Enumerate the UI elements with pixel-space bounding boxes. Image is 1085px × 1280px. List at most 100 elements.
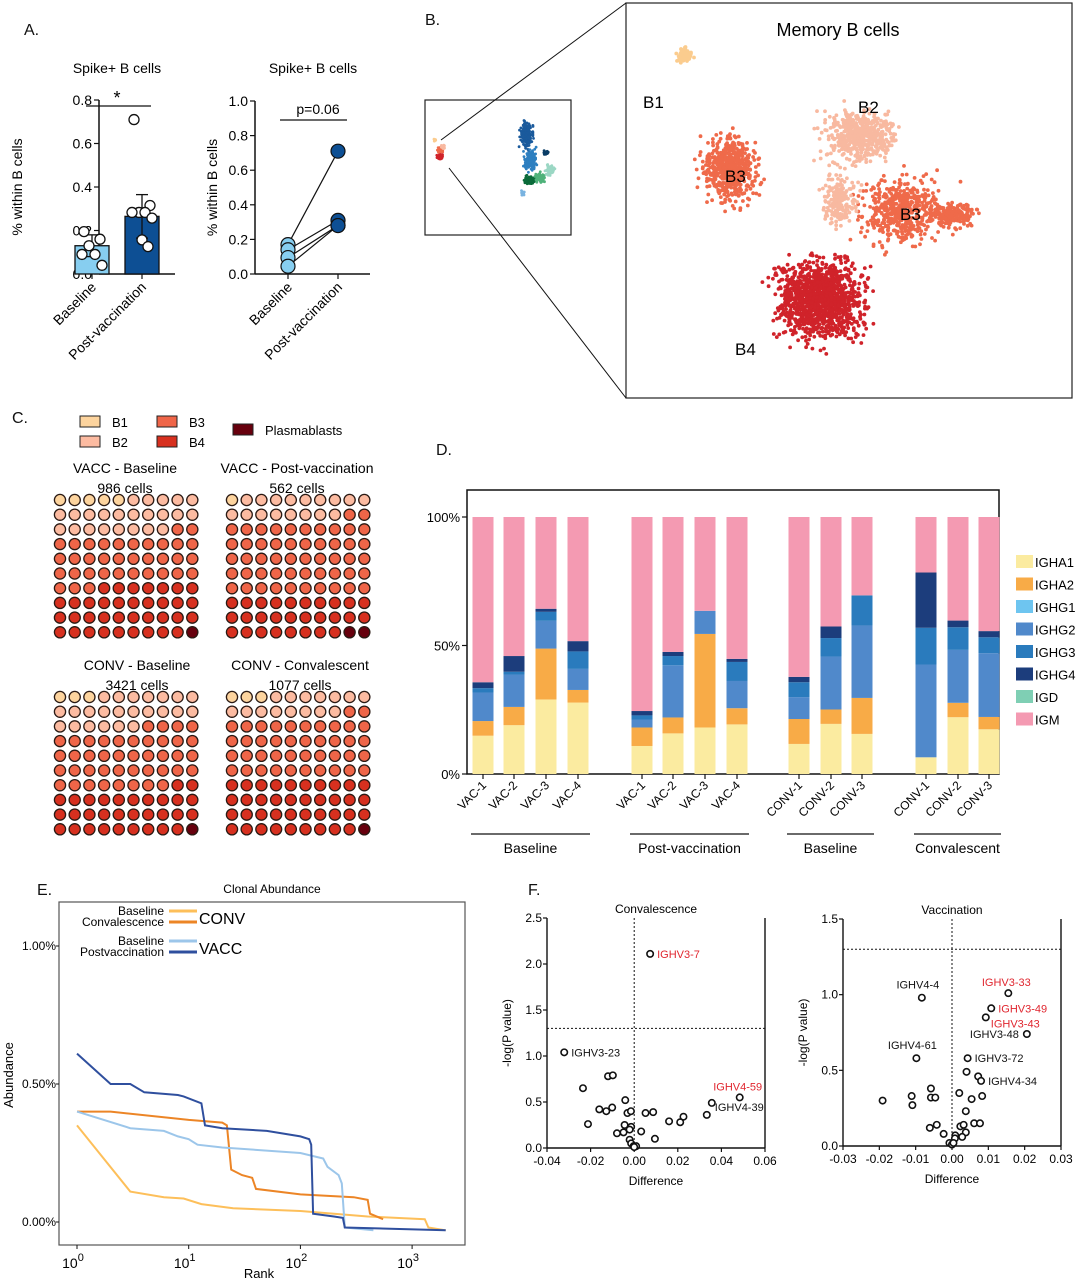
umap-cell [861,189,866,193]
waffle-cell [127,626,140,639]
waffle-cell [83,734,96,748]
umap-cell [741,175,746,180]
waffle-cell [53,493,67,507]
waffle-cell [225,734,239,748]
waffle-cell [97,508,111,521]
umap-cell [827,185,832,189]
umap-cell [837,193,842,198]
waffle-cell [225,764,239,777]
umap-cell [965,210,970,215]
umap-cell [847,157,852,162]
umap-cell [735,160,739,165]
umap-cell [824,152,829,157]
umap-cell [898,203,902,207]
umap-cell [864,189,869,193]
gene-point [967,1095,976,1104]
waffle-cell [112,611,126,624]
waffle-cell [358,749,371,763]
waffle-cell [240,734,253,748]
umap-cell [695,185,700,190]
umap-cell [705,200,709,205]
overview-cell [527,144,531,147]
bar-segment-igha2 [567,689,589,703]
waffle-cell [358,778,371,792]
umap-cell [842,123,846,128]
waffle-cell [358,808,371,821]
umap-cell [852,134,857,138]
waffle-cell [328,552,342,566]
overview-cell [524,144,528,148]
umap-cell [834,272,839,277]
waffle-cell [127,720,140,733]
umap-cell [838,320,843,324]
gene-point [961,1107,970,1116]
waffle-cell [68,537,81,551]
x-tick-label: 100 [62,1252,84,1271]
waffle-cell [328,720,342,733]
umap-cell [825,195,829,199]
waffle-cell [343,720,356,733]
y-tick-label: 0.5 [525,1095,542,1109]
bar-segment-igha2 [851,697,873,734]
umap-cell [727,174,732,179]
umap-cell [812,334,817,339]
umap-cell [905,232,910,237]
umap-cell [828,333,833,338]
umap-cell [718,195,723,200]
waffle-cell [269,764,283,777]
umap-cell [796,283,801,287]
waffle-cell [358,734,371,748]
waffle-cell [284,626,298,639]
waffle-cell [225,690,239,704]
umap-cell [878,206,882,211]
cluster-label: B2 [858,98,879,117]
waffle-cell [171,567,184,580]
umap-cell [743,151,747,156]
y-tick-label: 1.5 [821,912,838,926]
waffle-cell [141,626,155,639]
waffle-cell [171,581,184,595]
overview-cell [538,172,541,176]
umap-cell [818,348,823,353]
waffle-cell [269,734,283,748]
umap-cell [852,299,856,303]
umap-cell [842,292,847,297]
waffle-cell [269,808,283,821]
umap-cell [848,237,853,242]
waffle-cell [68,552,81,566]
umap-cell [859,273,864,277]
waffle-cell [186,734,199,748]
umap-cell [766,275,771,280]
umap-cell [797,326,802,331]
umap-cell [963,217,968,222]
umap-cell [900,209,905,214]
waffle-cell [313,523,327,536]
umap-cell [922,213,927,217]
waffle-cell [269,749,283,763]
umap-cell [851,328,856,333]
umap-cell [725,141,729,146]
umap-cell [786,303,791,307]
umap-cell [868,264,873,269]
gene-point [931,1093,940,1102]
umap-cell [850,125,854,130]
umap-cell [882,218,886,223]
waffle-cell [127,734,140,748]
umap-cell [829,302,834,307]
overview-cell [440,145,443,149]
waffle-cell [240,764,253,777]
waffle-cell [313,611,327,624]
waffle-cell [97,626,111,639]
waffle-cell [255,764,268,777]
waffle-cell [112,778,126,792]
umap-cell [854,209,859,214]
umap-cell [878,223,883,228]
waffle-cell [97,734,111,748]
plot-frame [58,901,466,1246]
umap-cell [856,135,860,140]
waffle-cell [225,537,239,551]
umap-cell [876,199,881,204]
umap-cell [774,335,779,339]
umap-cell [881,194,886,199]
